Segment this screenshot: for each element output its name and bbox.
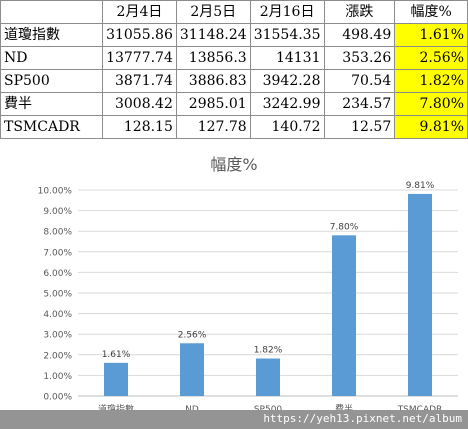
table-row: 費半 3008.42 2985.01 3242.99 234.57 7.80%: [0, 92, 468, 116]
x-tick-label: TSMCADR: [397, 405, 443, 410]
x-tick-label: 費半: [335, 403, 353, 410]
y-tick-label: 2.00%: [43, 351, 72, 361]
table-header-cell: [0, 0, 104, 24]
table-row: 道瓊指數 31055.86 31148.24 31554.35 498.49 1.61%: [0, 23, 468, 47]
table-cell: ND: [0, 46, 104, 70]
table-cell: 3871.74: [102, 69, 177, 93]
table-cell: 13777.74: [102, 46, 177, 70]
chart-title: 幅度%: [210, 155, 257, 174]
table-cell: 道瓊指數: [0, 23, 104, 47]
table-header-row: 2月4日 2月5日 2月16日 漲跌 幅度%: [0, 0, 468, 24]
y-tick-label: 6.00%: [43, 269, 72, 279]
y-tick-label: 7.00%: [43, 248, 72, 258]
watermark-bar: https://yeh13.pixnet.net/album: [0, 410, 468, 429]
table-cell: 13856.3: [175, 46, 251, 70]
table-cell: 128.15: [102, 115, 177, 139]
table-cell: 353.26: [323, 46, 396, 70]
table-cell: 127.78: [175, 115, 251, 139]
table-cell: 1.82%: [394, 69, 468, 93]
y-tick-label: 5.00%: [43, 290, 72, 300]
table-row: SP500 3871.74 3886.83 3942.28 70.54 1.82%: [0, 69, 468, 93]
y-tick-label: 4.00%: [43, 310, 72, 320]
watermark-text: https://yeh13.pixnet.net/album: [263, 412, 462, 425]
table-row: TSMCADR 128.15 127.78 140.72 12.57 9.81%: [0, 115, 468, 139]
data-table: 2月4日 2月5日 2月16日 漲跌 幅度% 道瓊指數 31055.86 31148.24 31…: [0, 0, 468, 139]
y-tick-label: 9.00%: [43, 207, 72, 217]
data-label: 1.82%: [254, 346, 283, 356]
table-cell: 9.81%: [394, 115, 468, 139]
table-cell: 31055.86: [102, 23, 177, 47]
table-cell: 70.54: [323, 69, 396, 93]
data-label: 7.80%: [330, 222, 359, 232]
table-header-cell: 漲跌: [323, 0, 396, 24]
y-tick-label: 8.00%: [43, 228, 72, 238]
bar: [256, 358, 280, 396]
table-cell: 2.56%: [394, 46, 468, 70]
data-label: 1.61%: [102, 350, 131, 360]
table-cell: 140.72: [249, 115, 325, 139]
table-cell: 31148.24: [175, 23, 251, 47]
y-tick-label: 3.00%: [43, 331, 72, 341]
table-header-cell: 2月16日: [249, 0, 325, 24]
y-tick-label: 1.00%: [43, 372, 72, 382]
table-row: ND 13777.74 13856.3 14131 353.26 2.56%: [0, 46, 468, 70]
table-cell: 498.49: [323, 23, 396, 47]
table-cell: 234.57: [323, 92, 396, 116]
x-axis-ticks: 道瓊指數 ND SP500 費半 TSMCADR: [98, 403, 442, 410]
table-header-cell: 幅度%: [394, 0, 468, 24]
table-cell: 2985.01: [175, 92, 251, 116]
bar: [332, 235, 356, 396]
table-cell: 1.61%: [394, 23, 468, 47]
bar: [408, 193, 432, 396]
table-cell: 3942.28: [249, 69, 325, 93]
table-cell: 7.80%: [394, 92, 468, 116]
table-header-cell: 2月5日: [175, 0, 251, 24]
data-label: 2.56%: [178, 330, 207, 340]
table-cell: 12.57: [323, 115, 396, 139]
gridlines: [78, 189, 458, 397]
x-tick-label: ND: [185, 405, 199, 410]
bar-chart: 幅度% 0.00% 1.00% 2.00% 3.00% 4.00% 5.00% 6.00% 7…: [38, 155, 458, 410]
table-cell: SP500: [0, 69, 104, 93]
y-tick-label: 0.00%: [43, 393, 72, 403]
x-tick-label: 道瓊指數: [98, 403, 134, 410]
data-labels: 1.61% 2.56% 1.82% 7.80% 9.81%: [102, 181, 435, 360]
table-cell: TSMCADR: [0, 115, 104, 139]
data-label: 9.81%: [406, 181, 435, 191]
table-header-cell: 2月4日: [102, 0, 177, 24]
table-cell: 3886.83: [175, 69, 251, 93]
y-tick-label: 10.00%: [38, 187, 73, 197]
table-cell: 14131: [249, 46, 325, 70]
y-axis-ticks: 0.00% 1.00% 2.00% 3.00% 4.00% 5.00% 6.00% 7.00%…: [38, 187, 73, 403]
table-cell: 費半: [0, 92, 104, 116]
x-tick-label: SP500: [254, 405, 283, 410]
table-cell: 31554.35: [249, 23, 325, 47]
table-cell: 3008.42: [102, 92, 177, 116]
table-cell: 3242.99: [249, 92, 325, 116]
bar: [104, 362, 128, 396]
bars: [104, 193, 432, 396]
bar: [180, 343, 204, 396]
